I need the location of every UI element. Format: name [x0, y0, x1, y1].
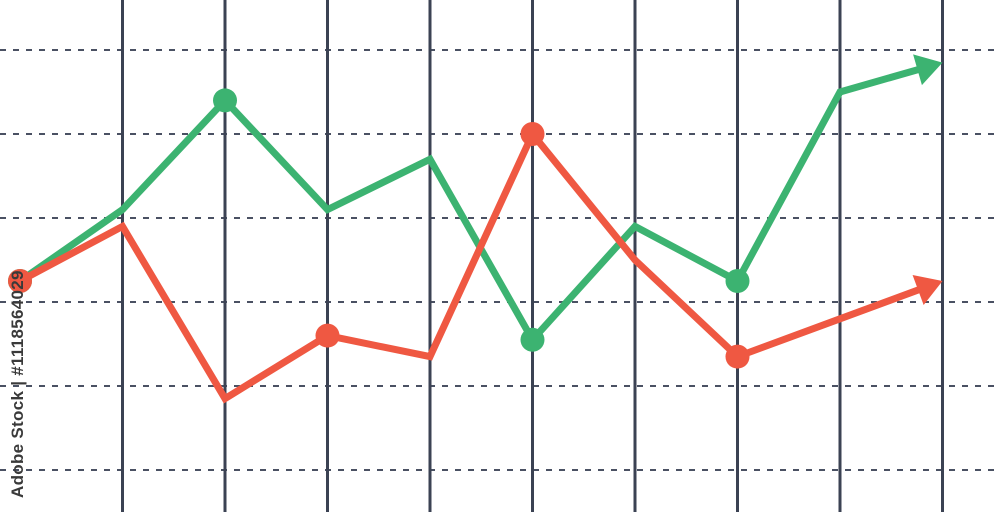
- horizontal-gridlines: [0, 49, 1000, 471]
- series-line: [17, 65, 921, 346]
- series-layer: [8, 54, 943, 404]
- series-2: [8, 122, 943, 404]
- arrowhead: [913, 54, 943, 86]
- data-point-marker: [725, 269, 750, 293]
- data-point-marker: [520, 327, 545, 352]
- series-line: [18, 127, 922, 404]
- data-point-marker: [725, 344, 750, 369]
- data-point-marker: [213, 88, 237, 113]
- arrowhead: [912, 274, 943, 306]
- data-point-marker: [520, 122, 545, 146]
- vertical-gridlines: [121, 0, 944, 512]
- watermark-text: Adobe Stock | #1118564029: [8, 270, 27, 498]
- data-point-marker: [315, 323, 340, 348]
- series-1: [8, 54, 943, 352]
- data-point-marker: [8, 269, 32, 293]
